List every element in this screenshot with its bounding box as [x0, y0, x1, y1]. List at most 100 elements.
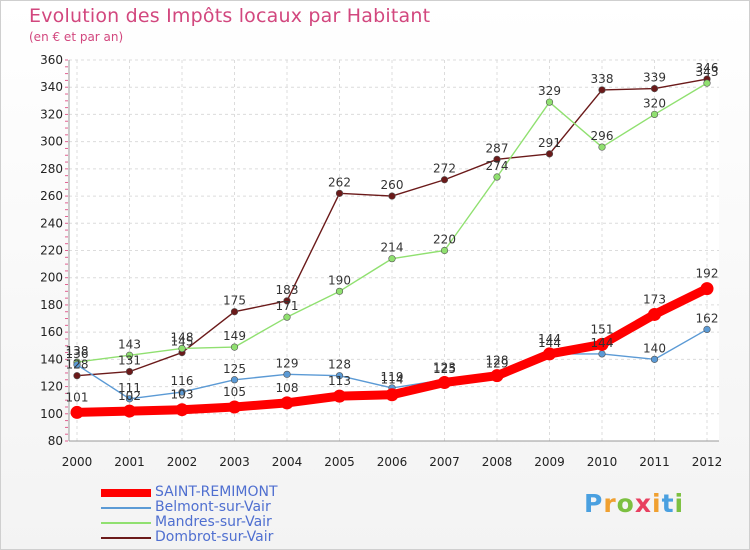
x-tick-label: 2011	[639, 455, 670, 469]
legend-label: Belmont-sur-Vair	[155, 499, 271, 515]
data-label: 129	[486, 356, 509, 370]
data-point	[440, 246, 449, 255]
data-point	[125, 368, 134, 376]
data-label: 108	[276, 381, 299, 395]
data-point	[650, 110, 659, 119]
legend-label: Dombrot-sur-Vair	[155, 529, 274, 545]
y-tick-label: 100	[40, 407, 63, 421]
x-tick-label: 2007	[429, 455, 460, 469]
data-label: 144	[591, 336, 614, 350]
data-point	[648, 307, 661, 321]
x-tick-label: 2006	[377, 455, 408, 469]
chart-subtitle: (en € et par an)	[29, 30, 124, 44]
x-tick-label: 2001	[114, 455, 145, 469]
data-label: 131	[118, 354, 141, 368]
y-tick-label: 260	[40, 189, 63, 203]
data-point	[493, 155, 501, 163]
data-label: 128	[66, 358, 89, 372]
x-tick-label: 2010	[587, 455, 618, 469]
data-label: 272	[433, 162, 456, 176]
legend-label: SAINT-REMIMONT	[155, 484, 278, 500]
data-point	[230, 376, 239, 384]
data-label: 338	[591, 72, 614, 86]
data-label: 343	[696, 65, 719, 79]
data-label: 171	[276, 299, 299, 313]
data-label: 138	[66, 344, 89, 358]
data-point	[178, 388, 186, 396]
data-point	[125, 395, 134, 403]
data-label: 214	[381, 241, 404, 255]
y-tick-label: 80	[48, 434, 63, 448]
data-label: 296	[591, 129, 614, 143]
data-point	[228, 400, 241, 414]
data-label: 144	[538, 332, 561, 346]
data-label: 173	[643, 292, 666, 306]
legend-swatch	[101, 536, 151, 539]
data-point	[493, 173, 501, 181]
legend-swatch	[101, 506, 151, 509]
data-label: 190	[328, 273, 351, 287]
y-tick-label: 240	[40, 216, 63, 230]
data-label: 114	[381, 373, 404, 387]
data-point	[385, 388, 399, 402]
data-point	[388, 255, 396, 263]
y-tick-label: 280	[40, 162, 63, 176]
data-point	[703, 79, 711, 87]
y-tick-label: 180	[40, 298, 63, 312]
legend-swatch	[101, 488, 151, 497]
data-label: 192	[696, 267, 719, 281]
chart-legend: SAINT-REMIMONT Belmont-sur-Vair Mandres-su…	[101, 485, 278, 545]
data-label: 339	[643, 71, 666, 85]
data-point	[125, 351, 134, 359]
legend-label: Mandres-sur-Vair	[155, 514, 272, 530]
data-label: 162	[696, 311, 719, 325]
data-point	[280, 396, 294, 410]
data-label: 262	[328, 175, 351, 189]
y-tick-label: 340	[40, 80, 63, 94]
y-tick-label: 120	[40, 380, 63, 394]
y-tick-label: 200	[40, 271, 63, 285]
data-point	[545, 98, 554, 106]
data-point	[650, 84, 659, 93]
data-label: 128	[486, 354, 509, 368]
y-tick-label: 140	[40, 352, 63, 366]
data-point	[283, 370, 291, 378]
data-label: 220	[433, 233, 456, 247]
data-point	[703, 325, 711, 334]
y-tick-label: 320	[40, 107, 63, 121]
data-label: 291	[538, 136, 561, 150]
x-tick-label: 2004	[272, 455, 303, 469]
data-point	[438, 375, 451, 389]
data-label: 125	[433, 362, 456, 376]
data-point	[335, 372, 344, 380]
data-label: 149	[223, 329, 246, 343]
data-point	[335, 287, 344, 295]
data-point	[230, 343, 239, 351]
data-point	[335, 189, 344, 197]
data-label: 136	[66, 347, 89, 361]
data-point	[123, 404, 136, 418]
data-label: 329	[538, 84, 561, 98]
data-label: 101	[66, 390, 89, 404]
data-point	[598, 86, 606, 94]
data-point	[178, 344, 186, 353]
data-point	[598, 143, 606, 151]
legend-item: SAINT-REMIMONT	[101, 485, 278, 500]
x-tick-label: 2012	[692, 455, 723, 469]
data-label: 116	[171, 374, 194, 388]
data-label: 287	[486, 141, 509, 155]
data-label: 119	[381, 370, 404, 384]
legend-item: Mandres-sur-Vair	[101, 515, 278, 530]
data-label: 111	[118, 381, 141, 395]
data-point	[543, 347, 556, 361]
data-point	[73, 361, 81, 369]
chart-title: Evolution des Impôts locaux par Habitant	[29, 5, 431, 27]
data-label: 129	[276, 356, 299, 370]
data-point	[70, 405, 84, 419]
data-point	[490, 369, 504, 383]
data-label: 143	[118, 337, 141, 351]
legend-item: Belmont-sur-Vair	[101, 500, 278, 515]
data-point	[333, 389, 346, 403]
data-label: 103	[171, 388, 194, 402]
